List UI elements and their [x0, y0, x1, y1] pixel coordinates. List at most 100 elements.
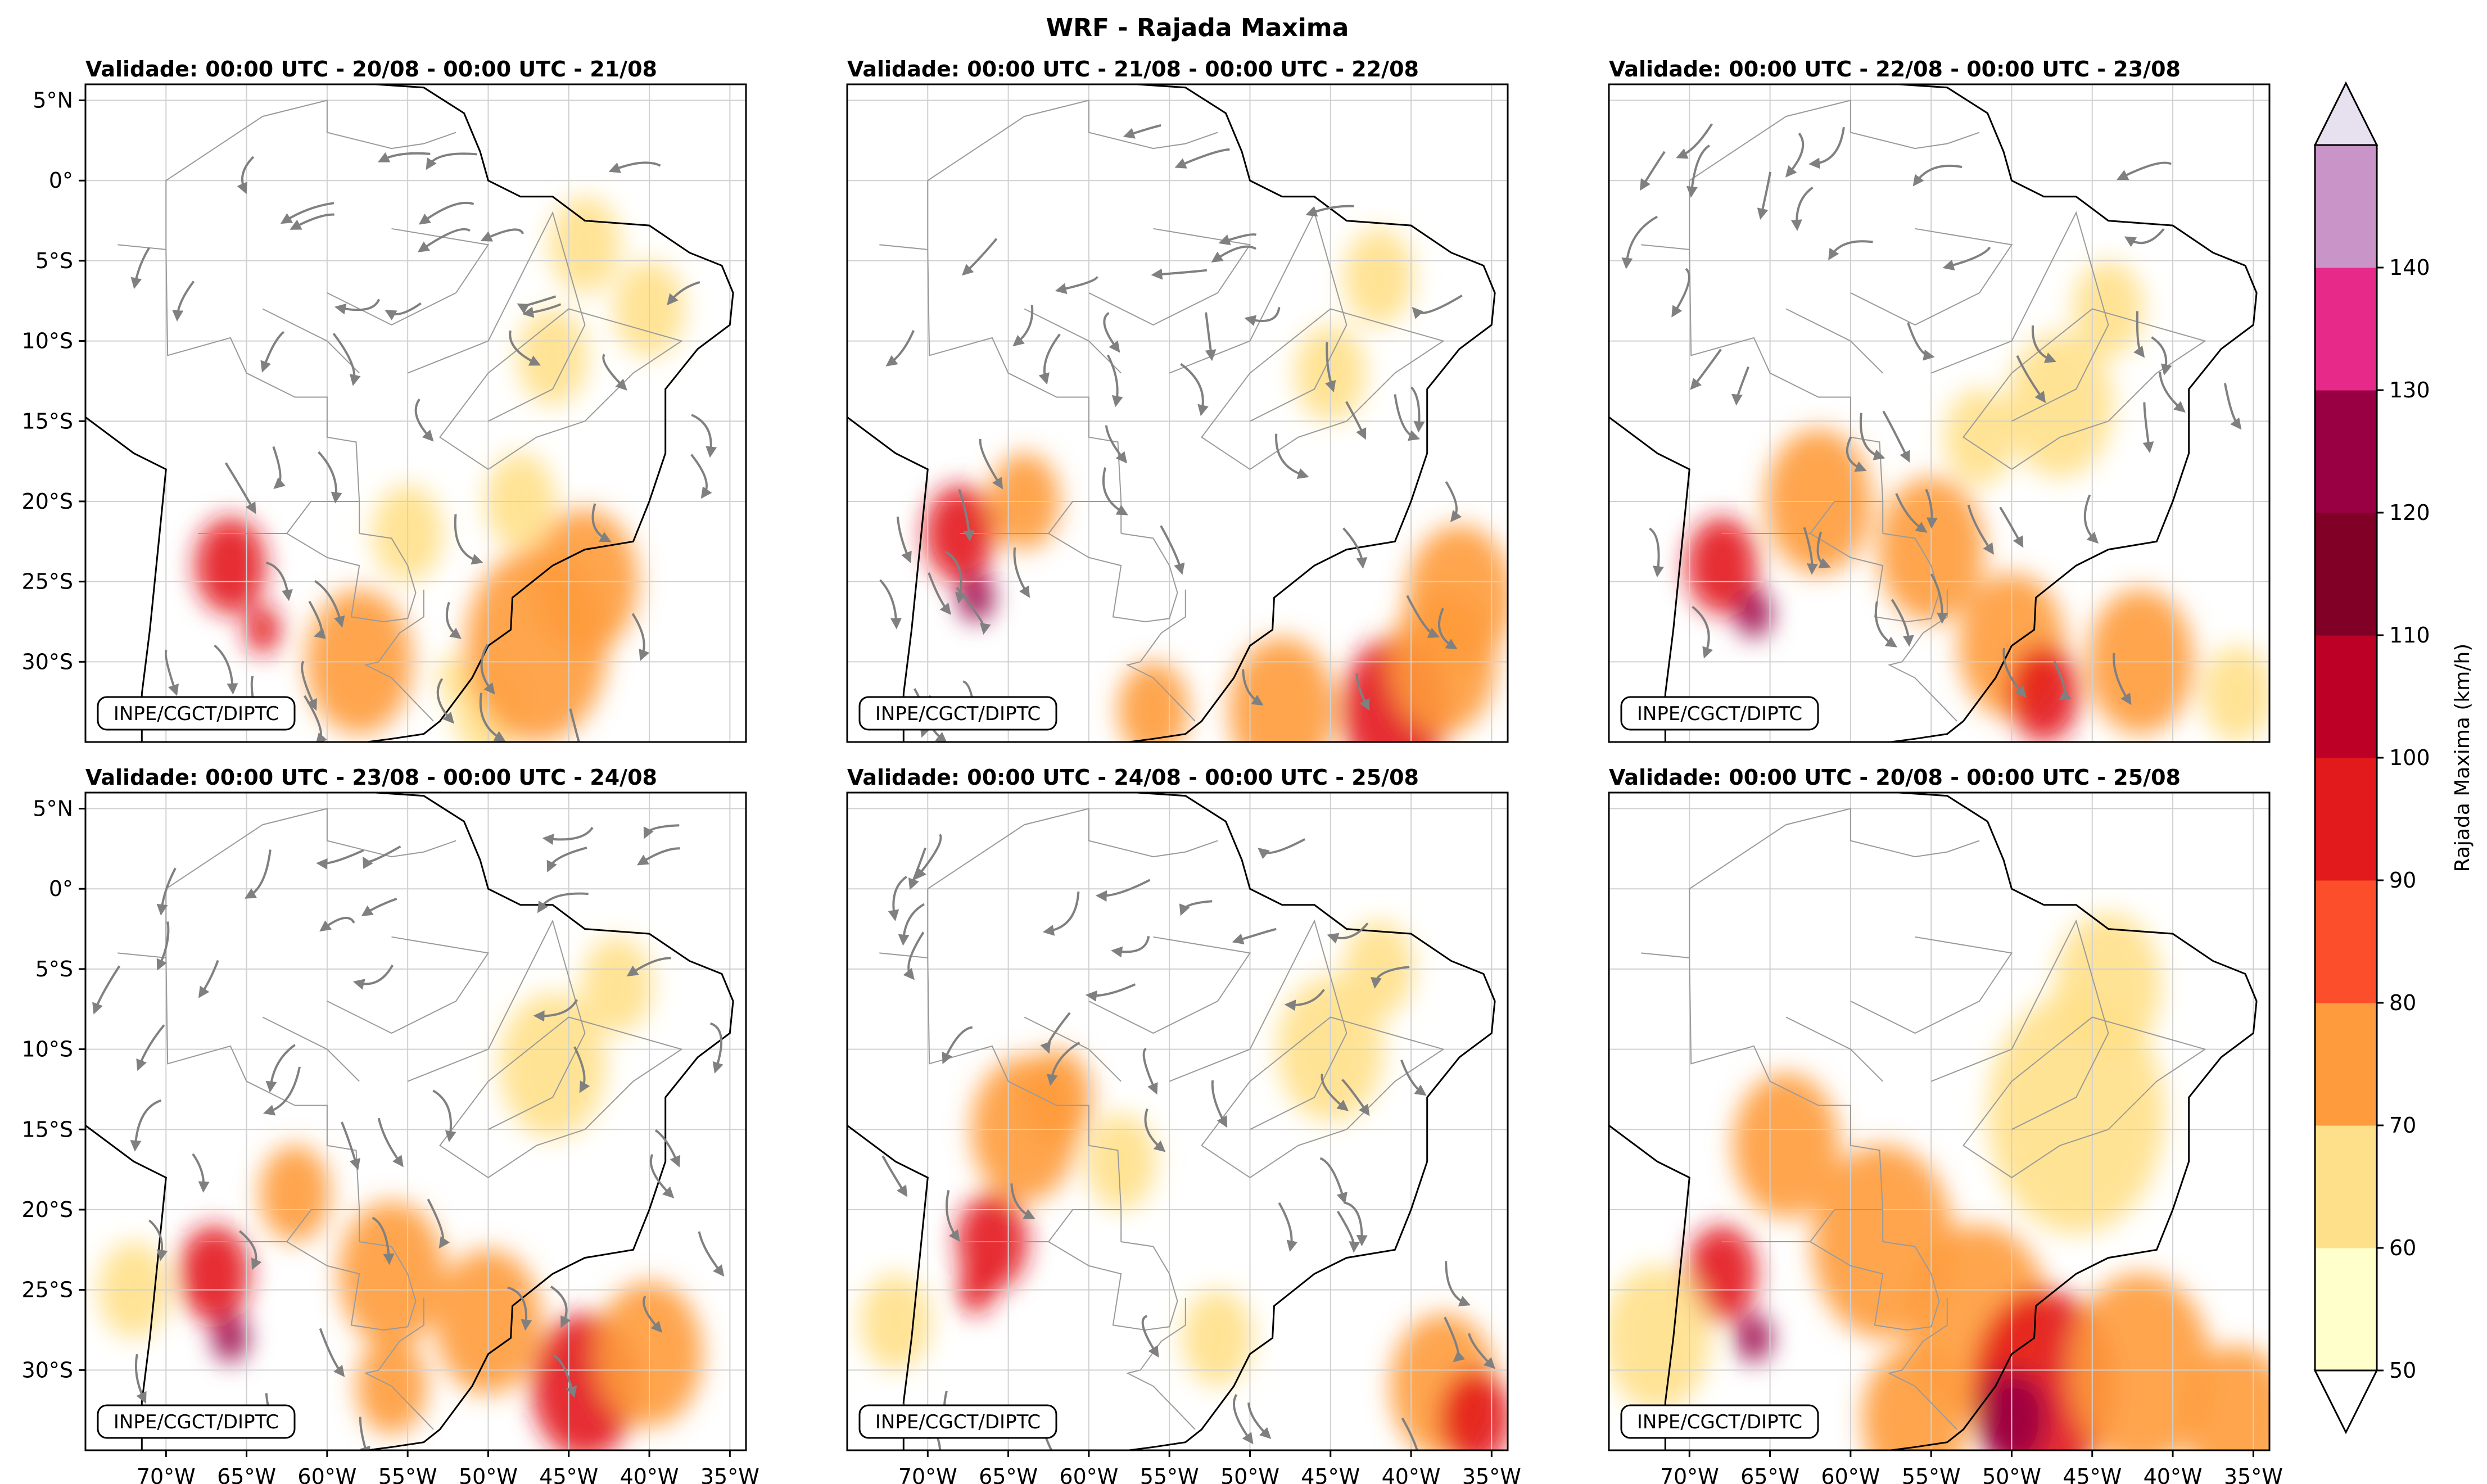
streamline — [1042, 891, 1080, 936]
lon-tick-label: 50°W — [1982, 1464, 2041, 1484]
credit-label: INPE/CGCT/DIPTC — [875, 1411, 1041, 1433]
country-border — [1048, 1241, 1178, 1331]
streamline — [1410, 386, 1425, 433]
country-border — [327, 228, 490, 326]
lat-tick-label: 25°S — [22, 569, 73, 594]
country-border — [327, 936, 490, 1034]
streamline — [1406, 595, 1440, 638]
lon-tick-label: 70°W — [1660, 1464, 1719, 1484]
lat-tick-label: 15°S — [22, 409, 73, 433]
colorbar-segment — [2315, 635, 2377, 758]
streamline — [332, 333, 361, 386]
gust-area — [2055, 912, 2162, 1058]
streamline — [1355, 673, 1370, 711]
country-border — [1785, 1016, 1883, 1082]
lat-tick-label: 0° — [49, 168, 73, 193]
streamline — [1895, 493, 1928, 533]
country-border — [1887, 1297, 1957, 1430]
country-border — [1850, 936, 2013, 1034]
lat-tick-label: 5°N — [33, 797, 73, 821]
country-border — [165, 99, 456, 250]
streamline — [1319, 1157, 1347, 1204]
lon-tick-label: 40°W — [2144, 1464, 2203, 1484]
streamline — [903, 931, 925, 980]
lon-tick-label: 40°W — [1382, 1464, 1441, 1484]
colorbar-tick-label: 80 — [2389, 990, 2416, 1015]
streamline — [265, 562, 293, 601]
streamline — [1211, 1080, 1228, 1128]
streamline — [1342, 527, 1368, 569]
lon-tick-label: 45°W — [1301, 1464, 1360, 1484]
country-border — [1201, 308, 1445, 470]
streamline — [1106, 354, 1123, 408]
lon-tick-label: 70°W — [137, 1464, 196, 1484]
streamline — [608, 161, 661, 173]
streamline — [896, 517, 912, 563]
gust-area — [2073, 260, 2144, 358]
streamline — [1345, 401, 1367, 440]
streamline — [709, 1022, 724, 1074]
lon-tick-label: 35°W — [1462, 1464, 1521, 1484]
panel-title: Validade: 00:00 UTC - 23/08 - 00:00 UTC … — [85, 765, 657, 790]
colorbar-tick-label: 140 — [2389, 255, 2430, 280]
streamline — [1967, 504, 1994, 555]
country-border — [1689, 808, 1980, 958]
streamline — [1438, 608, 1458, 650]
gust-field — [1609, 912, 2269, 1450]
gust-area — [1440, 1369, 1508, 1450]
streamline — [1828, 240, 1873, 261]
colorbar-extend-max — [2313, 81, 2379, 146]
streamline — [1160, 525, 1185, 575]
lat-tick-label: 10°S — [22, 329, 73, 354]
country-border — [1689, 99, 1980, 250]
streamline — [1401, 1417, 1418, 1450]
streamline — [507, 1286, 532, 1331]
map-panel: Validade: 00:00 UTC - 23/08 - 00:00 UTC … — [22, 765, 759, 1484]
streamline — [134, 1354, 147, 1404]
streamline — [1925, 488, 1938, 529]
map-panel: Validade: 00:00 UTC - 24/08 - 00:00 UTC … — [846, 765, 1521, 1484]
colorbar-segment — [2315, 1003, 2377, 1126]
streamline — [1233, 1393, 1254, 1445]
streamline — [436, 678, 455, 724]
lon-tick-label: 55°W — [378, 1464, 437, 1484]
gust-area — [2069, 1273, 2212, 1450]
streamline — [1305, 205, 1354, 217]
country-border — [1024, 1016, 1122, 1082]
streamline — [363, 845, 401, 869]
streamline — [1040, 1012, 1071, 1054]
streamline — [316, 849, 364, 870]
streamline — [509, 330, 541, 366]
country-border — [960, 1209, 1122, 1242]
lat-tick-label: 15°S — [22, 1117, 73, 1142]
streamline — [1341, 1079, 1370, 1116]
lat-tick-label: 30°S — [22, 1358, 73, 1382]
streamline — [958, 488, 975, 542]
panel-frame — [84, 791, 747, 1451]
streamline — [908, 847, 926, 890]
streamline — [1912, 164, 1963, 187]
streamline — [352, 965, 394, 990]
streamline — [1790, 186, 1814, 231]
gust-area — [1229, 637, 1336, 742]
streamline — [898, 903, 925, 946]
lon-tick-label: 65°W — [1740, 1464, 1799, 1484]
coastline — [85, 793, 734, 1450]
country-border — [1963, 308, 2206, 470]
colorbar-segment — [2315, 758, 2377, 881]
gust-area — [1086, 1113, 1157, 1210]
streamline — [553, 1354, 577, 1398]
credit-label: INPE/CGCT/DIPTC — [875, 703, 1041, 725]
lon-tick-label: 70°W — [898, 1464, 957, 1484]
streamline — [130, 247, 150, 289]
country-border — [1810, 1241, 1940, 1331]
streamline — [1247, 1402, 1272, 1440]
streamline — [2002, 648, 2027, 698]
country-border — [1963, 1016, 2206, 1178]
country-border — [198, 1209, 360, 1242]
country-border — [1641, 244, 1884, 533]
coastline — [85, 84, 734, 742]
country-border — [1930, 211, 2109, 422]
lon-tick-label: 55°W — [1140, 1464, 1199, 1484]
lat-tick-label: 20°S — [22, 1197, 73, 1222]
